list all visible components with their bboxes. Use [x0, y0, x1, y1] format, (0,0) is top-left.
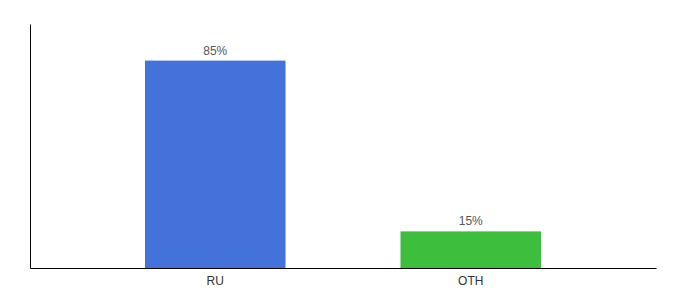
- chart: 85% 15% RU OTH: [0, 0, 680, 300]
- bars: [145, 61, 541, 268]
- data-label: 85%: [203, 44, 227, 58]
- x-axis-line: [31, 268, 657, 269]
- x-tick: OTH: [458, 274, 483, 288]
- y-axis: [30, 25, 31, 269]
- data-label: 15%: [459, 214, 483, 228]
- x-tick-label: RU: [207, 274, 224, 288]
- y-axis-line: [30, 25, 31, 269]
- bar: [145, 61, 286, 268]
- x-tick-label: OTH: [458, 274, 483, 288]
- plot: 85% 15% RU OTH: [31, 25, 657, 288]
- x-tick: RU: [207, 274, 224, 288]
- data-labels: 85% 15%: [203, 44, 483, 229]
- x-axis: RU OTH: [31, 269, 657, 288]
- bar: [400, 231, 541, 268]
